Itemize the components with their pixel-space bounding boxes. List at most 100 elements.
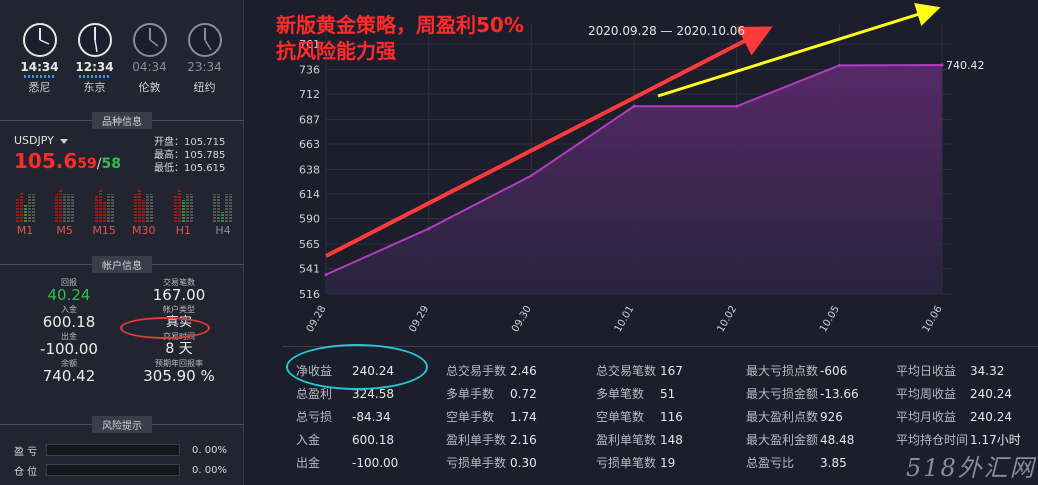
account-type-highlight xyxy=(120,317,210,339)
strength-bars xyxy=(208,188,238,222)
stat-value: -13.66 xyxy=(820,386,859,401)
stat-row: 平均持仓时间 1.17小时 xyxy=(896,428,1038,451)
x-tick-label: 10.02 xyxy=(715,304,739,334)
x-tick-label: 09.30 xyxy=(510,304,534,334)
data-point xyxy=(324,273,328,277)
account-field-trades: 交易笔数 167.00 xyxy=(152,278,206,304)
stat-value: 2.16 xyxy=(510,432,537,447)
timeframe-h1[interactable]: H1 xyxy=(168,188,198,237)
stat-label: 平均日收益 xyxy=(896,364,957,378)
stat-row: 最大亏损金额 -13.66 xyxy=(746,382,896,405)
y-tick-label: 614 xyxy=(299,188,320,201)
y-tick-label: 516 xyxy=(299,288,320,301)
timeframe-m1[interactable]: M1 xyxy=(10,188,40,237)
timeframe-strength: M1 M5 M15 M30 H1 H4 xyxy=(10,188,238,237)
clock-time: 12:34 xyxy=(75,60,114,74)
account-field-withdrawal: 出金 -100.00 xyxy=(40,332,98,358)
x-tick-label: 09.29 xyxy=(407,304,431,334)
stat-label: 总交易手数 xyxy=(446,364,507,378)
stat-label: 盈利单手数 xyxy=(446,433,507,447)
clock-time: 14:34 xyxy=(20,60,59,74)
strength-bars xyxy=(10,188,40,222)
timeframe-label: H1 xyxy=(175,224,192,237)
stat-row: 平均周收益 240.24 xyxy=(896,382,1038,405)
stat-label: 多单手数 xyxy=(446,387,495,401)
risk-bar xyxy=(46,464,180,476)
stat-label: 多单笔数 xyxy=(596,387,645,401)
stat-label: 空单手数 xyxy=(446,410,495,424)
strength-bars xyxy=(168,188,198,222)
clock-city: 悉尼 xyxy=(28,81,51,94)
timeframe-m30[interactable]: M30 xyxy=(129,188,159,237)
stat-row: 空单手数 1.74 xyxy=(446,405,596,428)
risk-bar xyxy=(46,444,180,456)
stat-label: 平均周收益 xyxy=(896,387,957,401)
symbol-selector[interactable]: USDJPY xyxy=(14,134,234,147)
data-point xyxy=(632,104,636,108)
clock-icon xyxy=(77,23,112,57)
stat-row: 亏损单笔数 19 xyxy=(596,451,746,474)
product-info: USDJPY 105.659/58 开盘：105.715 最高：105.785 … xyxy=(14,134,234,174)
stat-value: 167 xyxy=(660,363,683,378)
low-price: 最低：105.615 xyxy=(154,163,226,174)
stat-value: 148 xyxy=(660,432,683,447)
risk-row-pnl: 盈 亏 0. 00% xyxy=(14,444,227,458)
price-quote: 105.659/58 xyxy=(14,149,234,173)
data-point xyxy=(427,227,431,231)
stat-label: 最大盈利金额 xyxy=(746,433,819,447)
stat-row: 平均月收益 240.24 xyxy=(896,405,1038,428)
stat-row: 总盈利 324.58 xyxy=(296,382,446,405)
y-tick-label: 565 xyxy=(299,238,320,251)
account-field-return: 回报 40.24 xyxy=(47,278,91,304)
stat-label: 总亏损 xyxy=(296,410,333,424)
stat-label: 平均持仓时间 xyxy=(896,433,969,447)
clock-indicator xyxy=(23,75,56,78)
stats-column: 总交易笔数 167 多单笔数 51 空单笔数 116 盈利单笔数 148 亏损单笔数 19 xyxy=(596,359,746,474)
y-tick-label: 761 xyxy=(299,38,320,51)
bid-main: 105.6 xyxy=(14,149,78,173)
stat-row: 盈利单笔数 148 xyxy=(596,428,746,451)
timeframe-label: H4 xyxy=(215,224,231,237)
stat-label: 平均月收益 xyxy=(896,410,957,424)
timeframe-label: M5 xyxy=(56,224,73,237)
clock-sydney: 14:34 悉尼 xyxy=(18,8,62,108)
stat-label: 最大亏损点数 xyxy=(746,364,819,378)
risk-panel: 盈 亏 0. 00% 仓 位 0. 00% xyxy=(14,440,236,480)
stat-value: 324.58 xyxy=(352,386,394,401)
y-tick-label: 687 xyxy=(299,114,320,127)
stats-panel: 净收益 240.24 总盈利 324.58 总亏损 -84.34 入金 600.18 出金 -10… xyxy=(282,346,1038,485)
timeframe-label: M30 xyxy=(132,224,156,237)
clock-time: 23:34 xyxy=(187,60,222,74)
account-field-balance: 余额 740.42 xyxy=(42,359,96,385)
promo-headline: 新版黄金策略，周盈利50% 抗风险能力强 xyxy=(276,12,524,64)
clock-icon xyxy=(22,23,57,57)
stat-label: 入金 xyxy=(296,433,321,447)
timeframe-m15[interactable]: M15 xyxy=(89,188,119,237)
world-clocks: 14:34 悉尼 12:34 东京 04:34 伦敦 23:34 纽约 xyxy=(0,8,244,108)
last-value-label: 740.42 xyxy=(946,59,985,72)
y-tick-label: 736 xyxy=(299,64,320,77)
promo-line-2: 抗风险能力强 xyxy=(276,39,396,63)
symbol-label: USDJPY xyxy=(14,134,54,147)
y-tick-label: 712 xyxy=(299,88,320,101)
promo-line-1: 新版黄金策略，周盈利50% xyxy=(276,13,524,37)
clock-city: 东京 xyxy=(83,81,106,94)
clock-newyork: 23:34 纽约 xyxy=(183,8,227,108)
bid-small: 59 xyxy=(77,156,97,172)
timeframe-m5[interactable]: M5 xyxy=(50,188,80,237)
stat-label: 空单笔数 xyxy=(596,410,645,424)
equity-area xyxy=(326,65,942,294)
clock-indicator xyxy=(189,75,221,78)
stat-label: 总盈亏比 xyxy=(746,456,795,470)
date-range: 2020.09.28 — 2020.10.06 xyxy=(588,24,746,38)
account-section-title: 帐户信息 xyxy=(0,255,244,273)
stat-value: 240.24 xyxy=(970,409,1012,424)
data-point xyxy=(735,104,739,108)
high-price: 最高：105.785 xyxy=(154,150,226,161)
stat-value: 1.74 xyxy=(510,409,537,424)
timeframe-h4[interactable]: H4 xyxy=(208,188,238,237)
stat-value: 3.85 xyxy=(820,455,847,470)
stat-value: -100.00 xyxy=(352,455,399,470)
stat-row: 最大盈利点数 926 xyxy=(746,405,896,428)
yellow-arrow xyxy=(657,3,941,98)
